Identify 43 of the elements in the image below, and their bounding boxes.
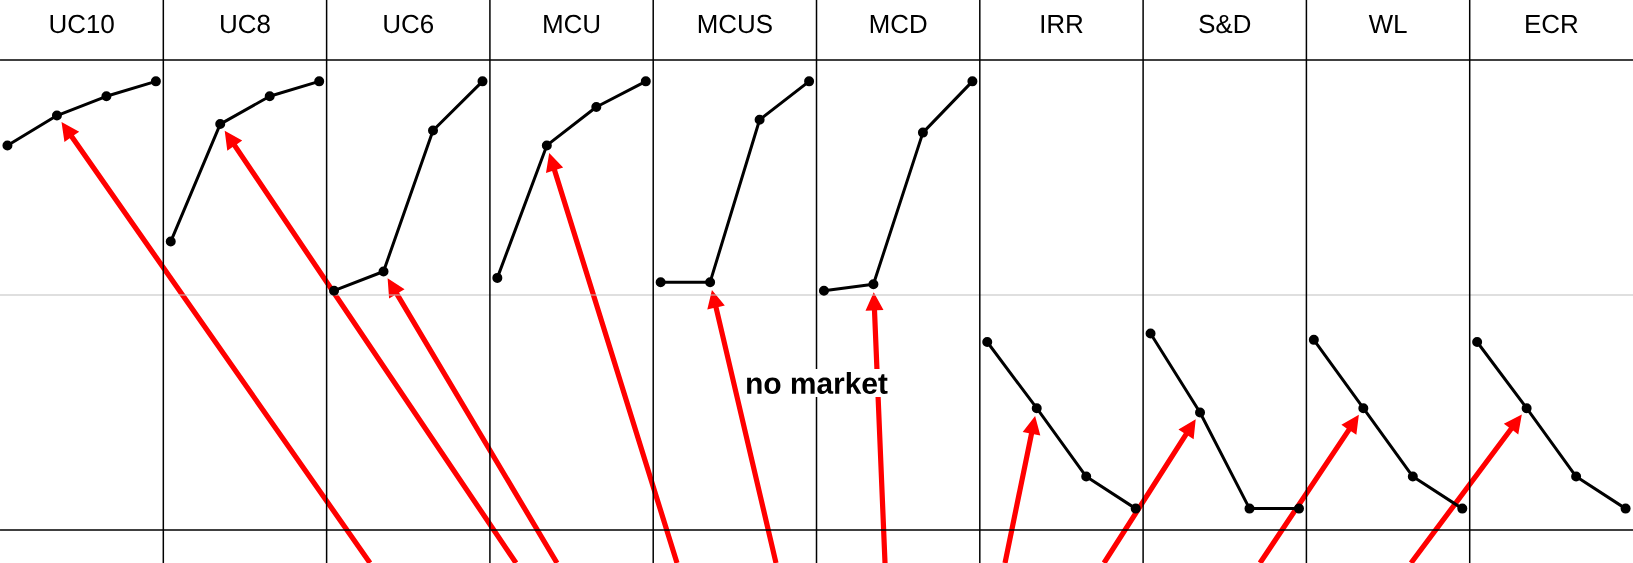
chart-title: UC10 <box>50 14 114 34</box>
point <box>2 140 13 151</box>
point <box>1457 503 1468 514</box>
point <box>428 125 439 136</box>
point <box>329 285 340 296</box>
chart-title: S&D <box>1199 14 1251 34</box>
point <box>1521 403 1532 414</box>
chart-title: UC6 <box>384 14 434 34</box>
point <box>314 76 325 87</box>
point <box>868 279 879 290</box>
point <box>1130 503 1141 514</box>
point <box>51 110 62 121</box>
point <box>165 236 176 247</box>
chart-title: IRR <box>1041 15 1083 33</box>
chart-title: MCUS <box>698 14 772 34</box>
point <box>1081 471 1092 482</box>
chart-title: MCD <box>870 14 927 34</box>
text: no market <box>747 372 888 394</box>
point <box>967 76 978 87</box>
point <box>591 101 602 112</box>
chart-title: ECR <box>1526 14 1578 34</box>
point <box>378 266 389 277</box>
point <box>640 76 651 87</box>
point <box>215 119 226 130</box>
point <box>1472 336 1483 347</box>
point <box>1571 471 1582 482</box>
point <box>1308 334 1319 345</box>
point <box>818 285 829 296</box>
point <box>1407 471 1418 482</box>
point <box>264 91 275 102</box>
point <box>101 91 112 102</box>
point <box>477 76 488 87</box>
point <box>982 336 993 347</box>
chart-title: UC8 <box>221 14 270 34</box>
chart-title: WL <box>1368 15 1407 33</box>
point <box>1031 403 1042 414</box>
point <box>917 127 928 138</box>
point <box>492 272 503 283</box>
point <box>541 140 552 151</box>
point <box>1358 403 1369 414</box>
chart-title: MCU <box>544 14 600 34</box>
point <box>1620 503 1631 514</box>
point <box>150 76 161 87</box>
